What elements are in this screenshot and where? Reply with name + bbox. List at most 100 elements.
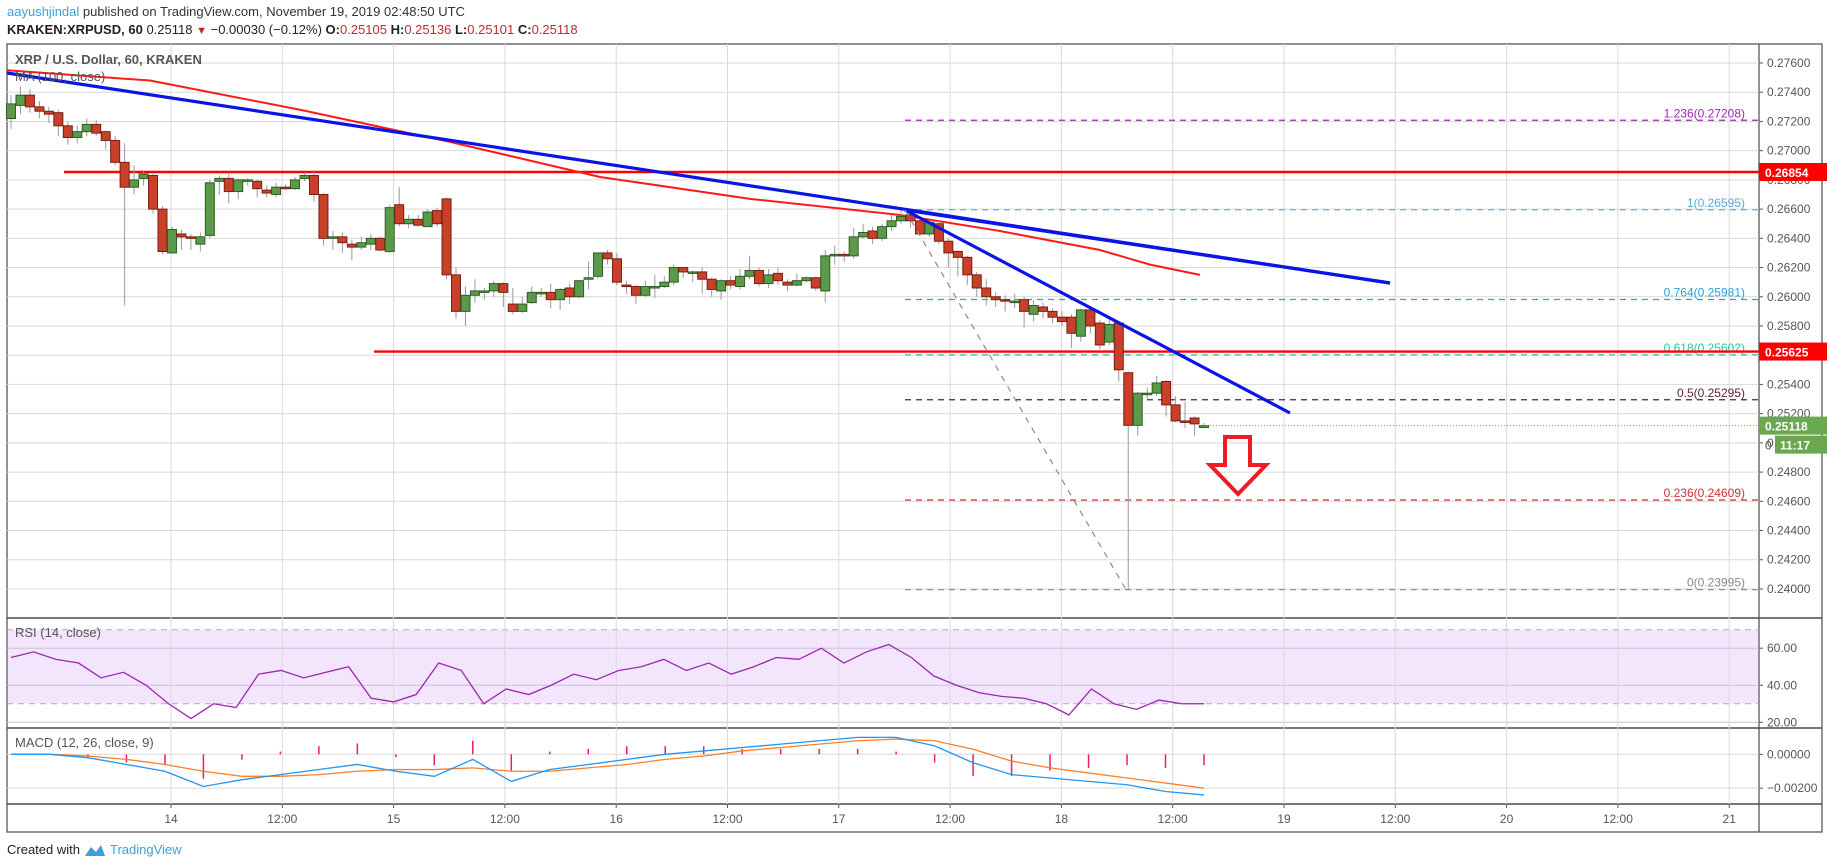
price-badge-label: 0.26854 (1765, 166, 1809, 180)
candle (678, 267, 689, 273)
candle (1104, 324, 1115, 343)
candle (649, 286, 660, 289)
candle (1028, 305, 1039, 315)
candle (735, 275, 746, 288)
macd-tick-label: 0.00000 (1767, 747, 1811, 761)
close-label: C: (517, 22, 532, 37)
price-tick-label: 0.27200 (1767, 114, 1811, 128)
candle (204, 182, 215, 236)
fib-level-label: 0.618(0.25602) (1664, 341, 1745, 355)
fib-level-label: 0(0.23995) (1687, 576, 1745, 590)
candle (1113, 322, 1124, 371)
candle (962, 256, 973, 276)
down-triangle-icon: ▼ (196, 25, 207, 37)
candle (1000, 299, 1011, 302)
time-tick-label: 12:00 (1603, 812, 1633, 826)
macd-tick-label: −0.00200 (1767, 781, 1818, 795)
candle (725, 280, 736, 286)
price-badge (1759, 342, 1827, 361)
candle (157, 208, 168, 252)
candle (223, 177, 234, 193)
fib-level-label: 0.764(0.25981) (1664, 286, 1745, 300)
price-badge (1759, 162, 1827, 181)
ma-indicator-label: MA (100, close) (15, 69, 105, 84)
candle (451, 274, 462, 312)
author-link[interactable]: aayushjindal (7, 4, 80, 19)
time-tick-label: 16 (610, 812, 624, 826)
candle (772, 272, 783, 282)
candle (110, 139, 121, 163)
candle (668, 267, 679, 283)
candle (896, 215, 907, 222)
rsi-label: RSI (14, close) (15, 625, 101, 640)
tradingview-link[interactable]: TradingView (109, 842, 182, 857)
candle (697, 271, 708, 280)
candle (138, 173, 149, 179)
fib-level-label: 1(0.26595) (1687, 196, 1745, 210)
candle (753, 269, 764, 285)
candle (782, 281, 793, 286)
chart-frame (6, 43, 1823, 833)
trend-line-short[interactable] (904, 208, 1291, 415)
candles (6, 86, 1209, 589)
trend-line-upper[interactable] (904, 208, 1391, 285)
candle (981, 287, 992, 298)
candle (593, 252, 604, 277)
candle (1019, 299, 1030, 312)
candle (81, 123, 92, 133)
candle (1047, 310, 1058, 318)
candle (839, 253, 850, 257)
price-tick-label: 0.24400 (1767, 524, 1811, 538)
low-value: 0.25101 (467, 22, 515, 37)
candle (621, 284, 632, 288)
candle (384, 207, 395, 252)
candle (507, 303, 518, 312)
time-tick-label: 12:00 (1380, 812, 1410, 826)
price-tick-label: 0.26600 (1767, 202, 1811, 216)
price-tick-label: 0.24800 (1767, 465, 1811, 479)
candle (290, 179, 301, 190)
candle (15, 94, 26, 106)
candle (166, 229, 177, 254)
candle (1132, 392, 1143, 426)
price-tick-label: 0.26000 (1767, 290, 1811, 304)
candle (176, 233, 187, 238)
candle (564, 287, 575, 298)
candle (119, 161, 130, 188)
footer: Created with TradingView (7, 842, 182, 857)
candle (943, 240, 954, 254)
price-tick-partial: 0 (1765, 439, 1772, 453)
fib-level-label: 0.236(0.24609) (1664, 486, 1745, 500)
candle (403, 218, 414, 225)
candle (574, 280, 585, 298)
price-tick-label: 0.26200 (1767, 261, 1811, 275)
candle (365, 237, 376, 245)
candle (791, 280, 802, 286)
candle (233, 179, 244, 193)
publish-info: aayushjindal published on TradingView.co… (7, 4, 465, 19)
candle (517, 303, 528, 312)
chart-title: XRP / U.S. Dollar, 60, KRAKEN (15, 52, 202, 67)
candle (185, 236, 196, 239)
candle (1123, 372, 1134, 426)
candle (479, 290, 490, 293)
candle (1151, 382, 1162, 394)
candle (545, 291, 556, 301)
candle (356, 242, 367, 248)
candle (810, 277, 821, 289)
time-tick-label: 19 (1277, 812, 1291, 826)
candle (422, 211, 433, 228)
time-tick-label: 12:00 (1158, 812, 1188, 826)
countdown-badge (1775, 435, 1827, 454)
candle (53, 112, 64, 127)
candle (91, 123, 102, 134)
time-tick-label: 12:00 (267, 812, 297, 826)
candle (867, 230, 878, 239)
fib-level-label: 0.5(0.25295) (1677, 386, 1745, 400)
high-value: 0.25136 (404, 22, 452, 37)
candle (990, 296, 1001, 301)
high-label: H: (390, 22, 405, 37)
symbol-label: KRAKEN:XRPUSD, 60 (7, 22, 143, 37)
candle (261, 189, 272, 194)
